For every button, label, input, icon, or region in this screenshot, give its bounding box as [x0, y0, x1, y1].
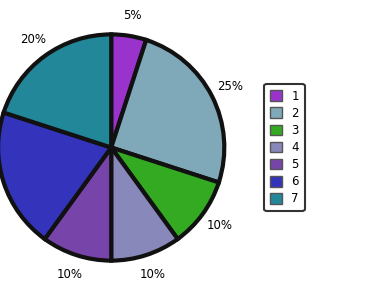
Wedge shape	[111, 148, 219, 239]
Wedge shape	[111, 40, 224, 182]
Legend: 1, 2, 3, 4, 5, 6, 7: 1, 2, 3, 4, 5, 6, 7	[264, 84, 305, 211]
Wedge shape	[4, 35, 111, 148]
Wedge shape	[111, 35, 146, 148]
Wedge shape	[111, 148, 178, 260]
Text: 10%: 10%	[57, 268, 83, 281]
Text: 10%: 10%	[139, 268, 166, 281]
Text: 10%: 10%	[206, 219, 232, 232]
Text: 5%: 5%	[123, 9, 141, 22]
Text: 20%: 20%	[20, 33, 46, 46]
Wedge shape	[45, 148, 111, 260]
Wedge shape	[0, 113, 111, 239]
Text: 25%: 25%	[217, 81, 243, 94]
